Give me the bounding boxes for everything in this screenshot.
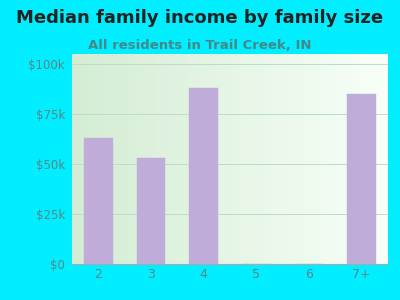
Text: Median family income by family size: Median family income by family size xyxy=(16,9,384,27)
Text: All residents in Trail Creek, IN: All residents in Trail Creek, IN xyxy=(88,39,312,52)
Bar xyxy=(84,138,113,264)
Bar xyxy=(189,88,218,264)
Bar xyxy=(136,158,166,264)
Bar xyxy=(347,94,376,264)
